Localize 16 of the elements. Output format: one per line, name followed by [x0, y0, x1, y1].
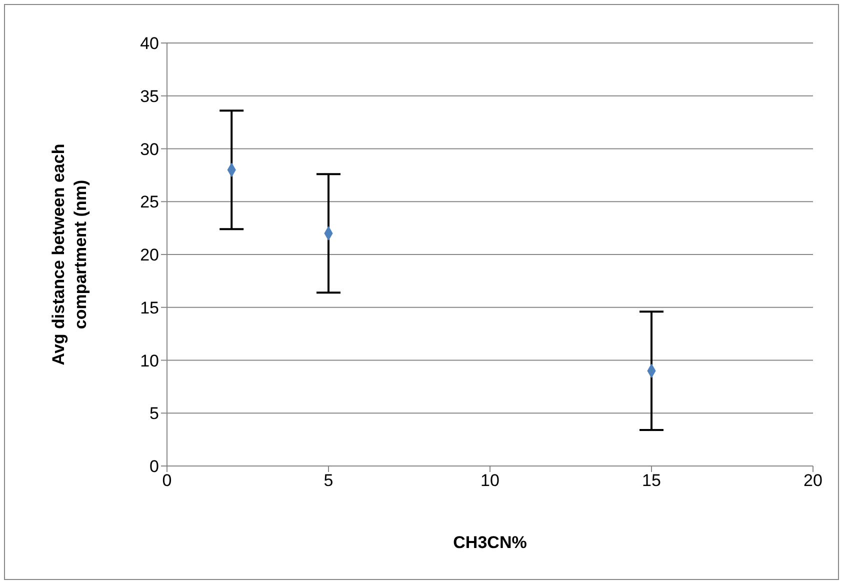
y-tick-label: 15 — [140, 298, 159, 318]
y-tick-label: 5 — [150, 404, 159, 424]
x-axis-title: CH3CN% — [453, 533, 527, 552]
x-tick-label: 0 — [162, 471, 172, 490]
x-tick-label: 10 — [480, 471, 500, 490]
y-tick-label: 20 — [140, 246, 159, 265]
x-tick-label: 20 — [804, 471, 822, 490]
y-tick-label: 25 — [140, 192, 159, 212]
y-tick-label: 10 — [140, 351, 159, 370]
y-tick-label: 30 — [140, 140, 159, 159]
y-tick-label: 40 — [140, 34, 159, 54]
y-tick-label: 35 — [140, 86, 159, 106]
x-tick-label: 5 — [324, 471, 334, 490]
y-axis-title: Avg distance between each compartment (nm) — [49, 144, 90, 366]
y-tick-label: 0 — [150, 457, 159, 476]
x-tick-label: 15 — [642, 471, 661, 490]
